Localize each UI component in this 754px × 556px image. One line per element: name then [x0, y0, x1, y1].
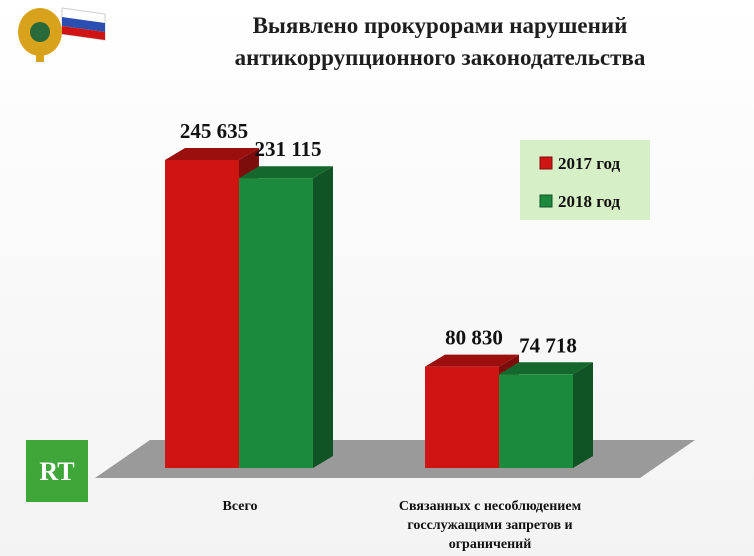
x-tick-label: Всего — [222, 499, 258, 514]
bar-side — [573, 362, 593, 468]
bar-top — [499, 362, 593, 375]
bar-front — [499, 374, 573, 468]
logo — [26, 440, 88, 502]
bar-front — [239, 178, 313, 468]
logo-text: RT — [39, 457, 74, 486]
bar-top — [239, 166, 333, 179]
legend-label: 2018 год — [558, 192, 621, 211]
bar — [239, 166, 333, 468]
value-label: 245 635 — [180, 119, 248, 143]
bar-top — [165, 148, 259, 160]
legend-swatch — [539, 194, 553, 208]
chart-title: Выявлено прокурорами нарушений антикорру… — [234, 13, 646, 70]
legend-swatch — [539, 156, 553, 170]
x-tick-label: Связанных с несоблюдением госслужащими з… — [398, 499, 582, 552]
value-label: 74 718 — [519, 333, 577, 357]
value-label: 80 830 — [445, 326, 503, 350]
bar-top — [425, 354, 519, 367]
bar-front — [165, 160, 239, 468]
bar-front — [425, 366, 499, 468]
legend-label: 2017 год — [558, 154, 621, 173]
bar-side — [313, 166, 333, 468]
emblem — [18, 7, 106, 62]
value-label: 231 115 — [254, 137, 321, 161]
bar — [499, 362, 593, 468]
